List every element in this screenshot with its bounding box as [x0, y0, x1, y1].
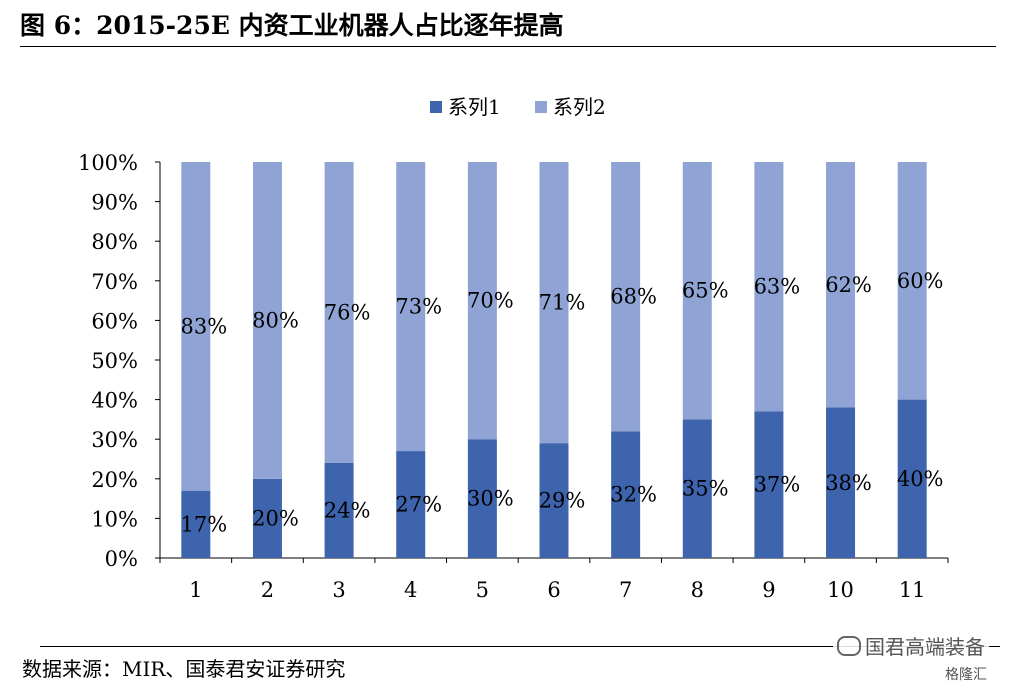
bar-1 [539, 443, 569, 558]
y-tick-label: 60% [91, 309, 138, 333]
bar-1 [252, 478, 282, 558]
data-labels: 17% 83% 20% 80% 24% 76% 27% 73% 30% 70% 29% 71% 32% 6… [180, 269, 943, 537]
data-label: 37% [754, 473, 801, 497]
bar-2 [252, 162, 282, 479]
data-label: 71% [539, 291, 586, 315]
data-label: 27% [395, 493, 442, 517]
legend: 系列1 系列2 [430, 95, 606, 119]
data-label: 83% [180, 314, 227, 338]
bar-1 [682, 419, 712, 558]
title-rule [20, 46, 996, 47]
bar-1 [324, 462, 354, 558]
watermark-sub: 格隆汇 [945, 667, 987, 683]
data-label: 30% [467, 487, 514, 511]
x-tick-label: 1 [189, 578, 202, 602]
x-axis: 1 2 3 4 5 6 7 8 9 10 11 [159, 557, 949, 602]
x-tick-label: 10 [827, 578, 854, 602]
bar-1 [181, 490, 211, 558]
bar-1 [611, 431, 641, 558]
bar-2 [539, 162, 569, 444]
data-label: 17% [180, 512, 227, 536]
y-tick-label: 70% [91, 270, 138, 294]
x-tick-label: 8 [691, 578, 704, 602]
y-tick-label: 0% [105, 547, 138, 571]
legend-label: 系列1 [448, 95, 501, 119]
data-label: 38% [825, 471, 872, 495]
bar-1 [467, 439, 497, 558]
data-label: 76% [324, 300, 371, 324]
bottom-rule [40, 646, 1000, 647]
bar-2 [611, 162, 641, 432]
bar-2 [467, 162, 497, 440]
data-label: 24% [324, 498, 371, 522]
data-label: 80% [252, 308, 299, 332]
x-tick-label: 5 [476, 578, 489, 602]
watermark: 国君高端装备 [833, 631, 989, 660]
figure-title: 图 6：2015-25E 内资工业机器人占比逐年提高 [20, 11, 564, 40]
bar-2 [181, 162, 211, 491]
y-tick-label: 10% [91, 507, 138, 531]
watermark-text: 国君高端装备 [865, 635, 985, 659]
x-tick-label: 2 [261, 578, 274, 602]
legend-label: 系列2 [553, 95, 606, 119]
x-tick-label: 6 [547, 578, 560, 602]
stacked-bar-chart: 系列1 系列2 0%10%20%30%40%50%60%70%80%90%100%… [78, 95, 949, 602]
data-label: 63% [754, 275, 801, 299]
bar-1 [897, 399, 927, 558]
data-label: 68% [610, 285, 657, 309]
source-note: 数据来源：MIR、国泰君安证券研究 [22, 657, 346, 681]
y-tick-label: 50% [91, 349, 138, 373]
y-tick-label: 90% [91, 191, 138, 215]
data-label: 62% [825, 273, 872, 297]
data-label: 60% [897, 269, 944, 293]
bar-2 [682, 162, 712, 420]
data-label: 73% [395, 295, 442, 319]
x-tick-label: 11 [899, 578, 926, 602]
bar-1 [826, 407, 856, 558]
y-tick-label: 30% [91, 428, 138, 452]
data-label: 29% [539, 489, 586, 513]
legend-swatch [535, 101, 547, 113]
bars [181, 162, 927, 558]
bar-2 [754, 162, 784, 412]
data-label: 35% [682, 477, 729, 501]
data-label: 32% [610, 483, 657, 507]
y-axis: 0% 10% 20% 30% 40% 50% 60% 70% 80% 90% 100% [78, 151, 161, 571]
bar-2 [396, 162, 426, 452]
bar-1 [754, 411, 784, 558]
data-label: 40% [897, 467, 944, 491]
y-tick-label: 80% [91, 230, 138, 254]
bar-2 [897, 162, 927, 400]
y-tick-label: 100% [78, 151, 138, 175]
x-tick-label: 9 [762, 578, 775, 602]
data-label: 65% [682, 279, 729, 303]
bar-1 [396, 451, 426, 558]
x-tick-label: 7 [619, 578, 632, 602]
bar-2 [826, 162, 856, 408]
bar-2 [324, 162, 354, 463]
x-tick-label: 4 [404, 578, 417, 602]
data-label: 20% [252, 506, 299, 530]
y-tick-label: 20% [91, 468, 138, 492]
wechat-icon [837, 636, 861, 656]
legend-swatch [430, 101, 442, 113]
data-label: 70% [467, 289, 514, 313]
y-tick-label: 40% [91, 389, 138, 413]
x-tick-label: 3 [332, 578, 345, 602]
